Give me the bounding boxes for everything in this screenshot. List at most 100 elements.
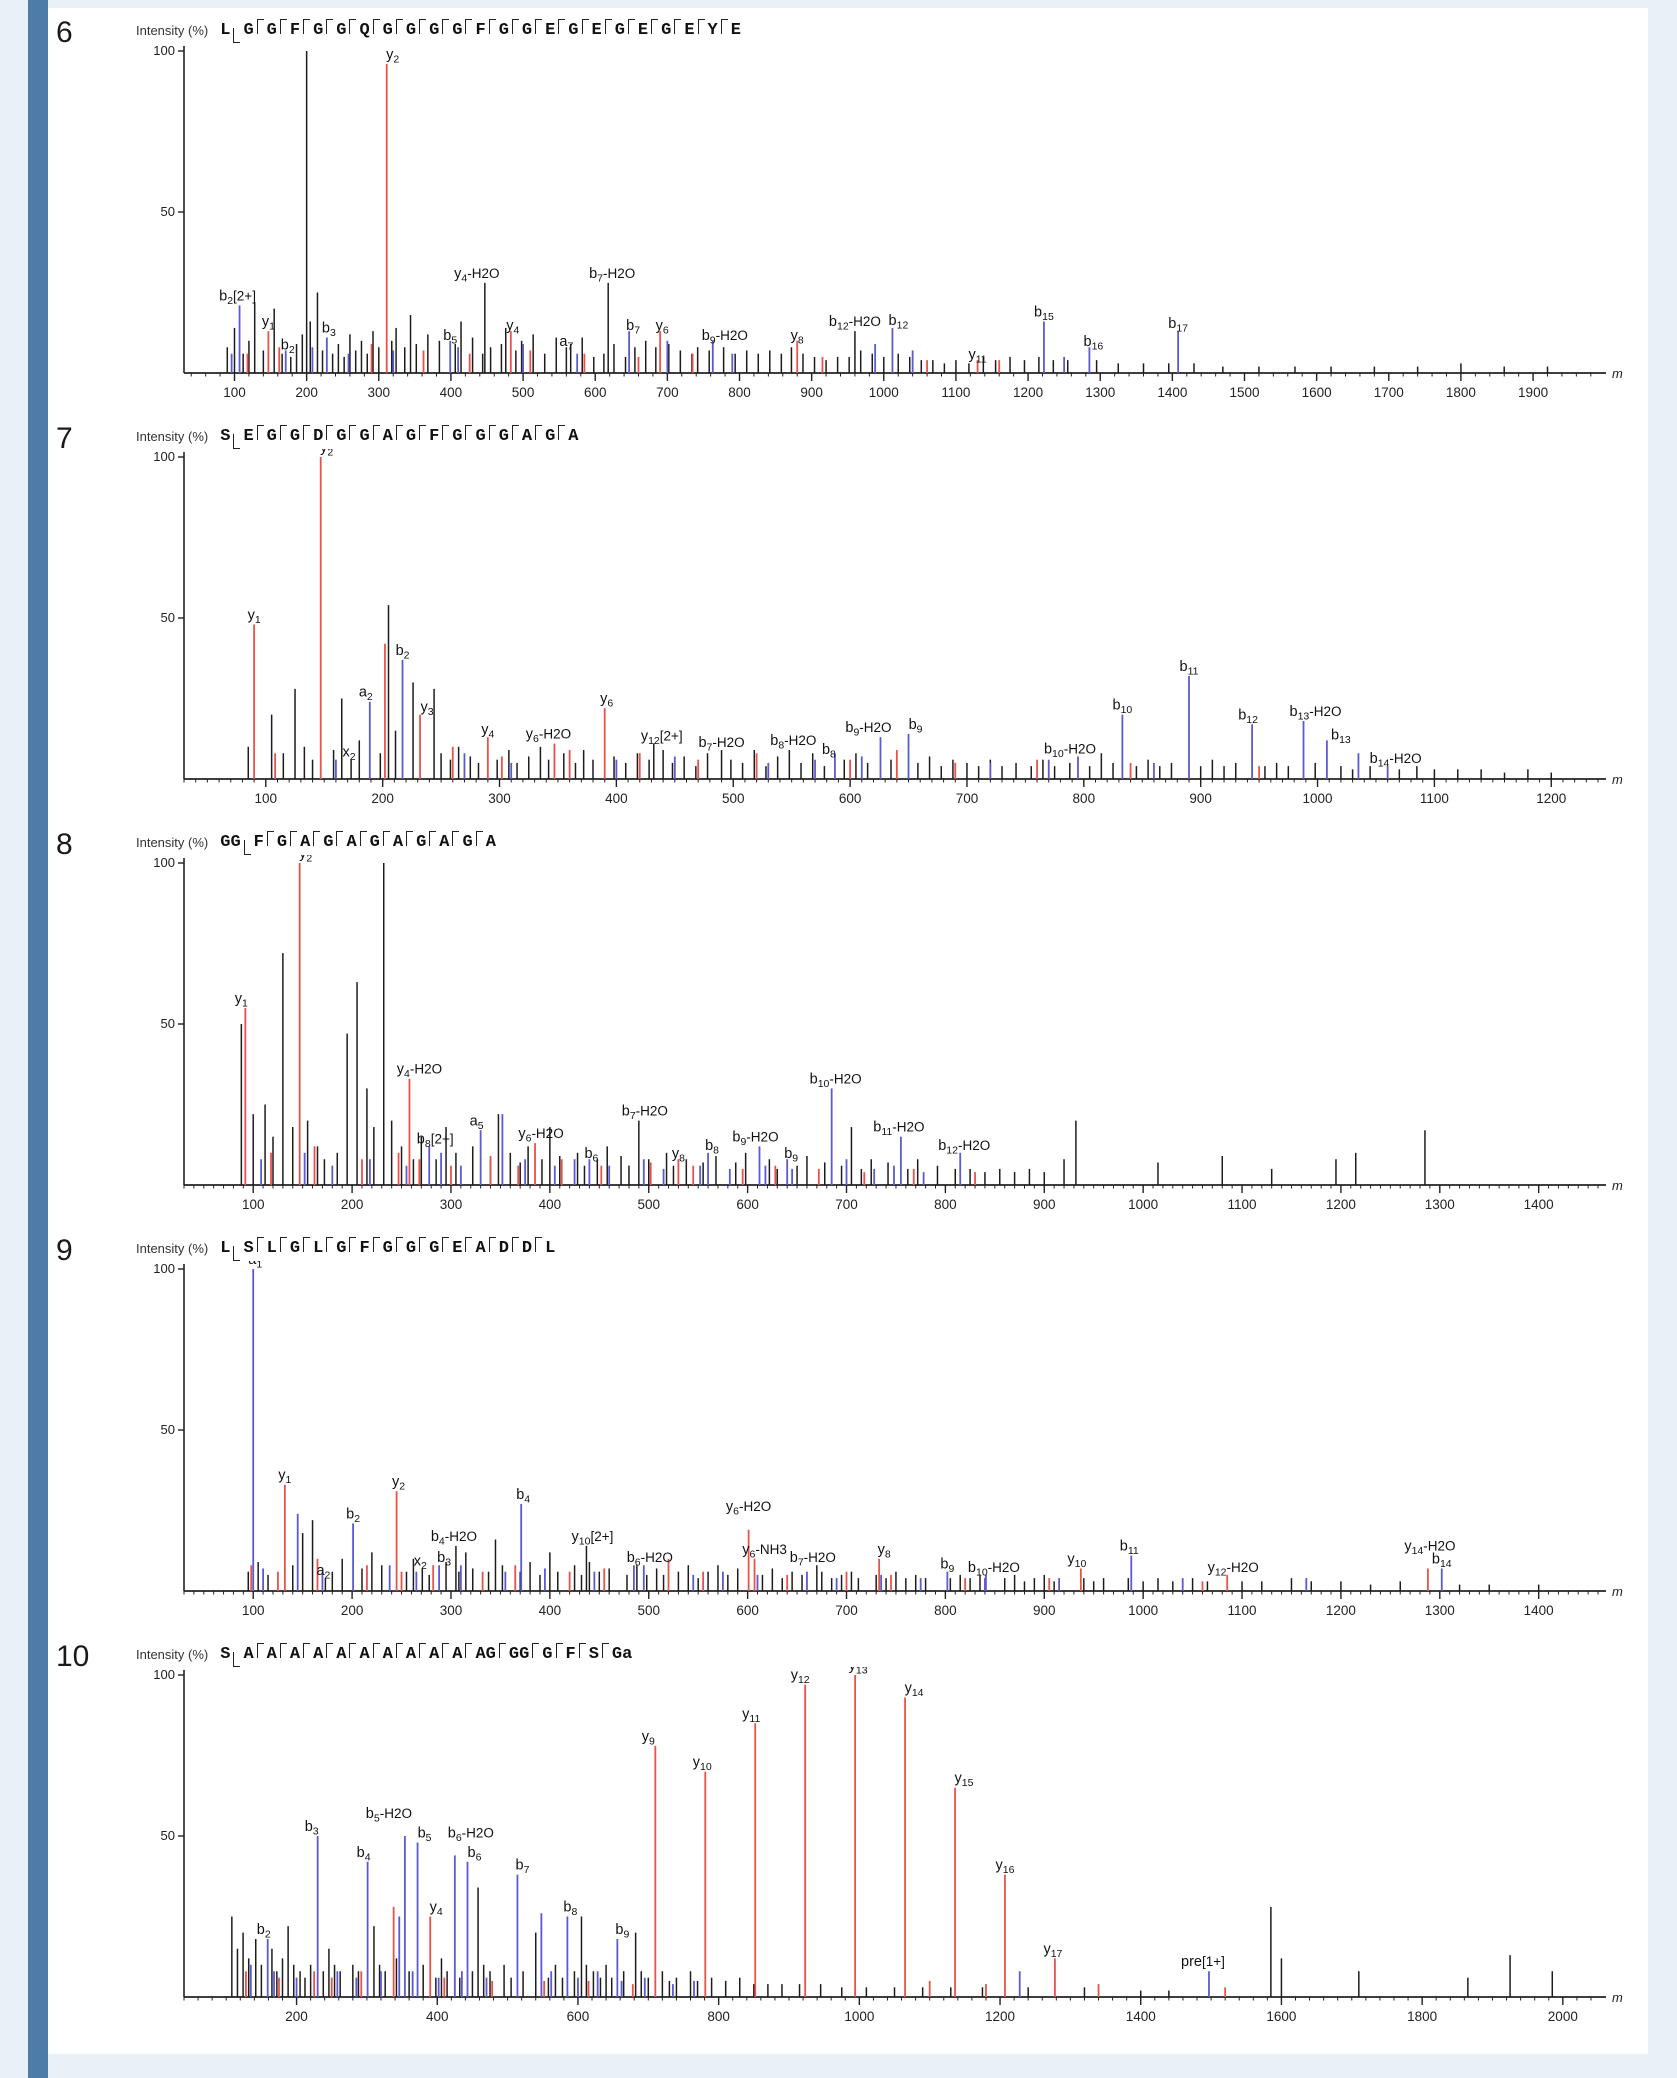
svg-text:1400: 1400 [1524,1197,1554,1212]
fragmentation-bracket-icon [395,19,403,34]
fragmentation-bracket-icon [233,1652,241,1667]
svg-text:y6-H2O: y6-H2O [518,1126,563,1145]
residue: G [382,1238,393,1258]
fragmentation-bracket-icon [442,19,450,34]
svg-text:50: 50 [161,1422,175,1437]
fragmentation-bracket-icon [372,19,380,34]
residue: G [336,426,347,446]
residue: A [313,1644,324,1664]
svg-text:1800: 1800 [1446,385,1476,400]
svg-text:600: 600 [567,2009,590,2024]
residue: G [405,426,417,446]
svg-text:b12-H2O: b12-H2O [829,314,881,333]
svg-text:b9: b9 [940,1557,954,1576]
fragmentation-bracket-icon [419,19,427,34]
svg-text:1000: 1000 [1303,791,1333,806]
fragmentation-bracket-icon [359,831,367,846]
residue: G [416,832,427,852]
svg-text:y14-H2O: y14-H2O [1404,1538,1455,1557]
fragmentation-bracket-icon [488,1237,496,1252]
residue: G [405,1238,417,1258]
svg-text:y4: y4 [430,1900,443,1919]
residue: A [392,832,404,852]
svg-text:m: m [1612,366,1623,381]
svg-text:b15: b15 [1034,304,1054,323]
fragmentation-bracket-icon [349,1643,357,1658]
svg-text:b7-H2O: b7-H2O [790,1550,836,1569]
residue: D [521,1238,533,1258]
svg-text:y1: y1 [235,991,248,1010]
residue: Ga [611,1644,633,1664]
svg-text:y6-H2O: y6-H2O [526,727,571,746]
fragmentation-bracket-icon [303,1643,311,1658]
svg-text:b2[2+]: b2[2+] [219,288,256,307]
fragmentation-bracket-icon [303,19,311,34]
fragmentation-bracket-icon [326,1237,334,1252]
svg-text:1100: 1100 [1228,1197,1257,1212]
residue: A [346,832,357,852]
intensity-axis-label: Intensity (%) [136,835,209,850]
svg-text:b12: b12 [1238,707,1258,726]
fragmentation-bracket-icon [604,19,612,34]
residue: G [359,426,370,446]
svg-text:b8: b8 [563,1900,577,1919]
fragmentation-bracket-icon [532,1643,540,1658]
svg-text:b9-H2O: b9-H2O [845,720,891,739]
fragmentation-bracket-icon [419,1237,427,1252]
fragmentation-bracket-icon [279,1643,287,1658]
svg-text:1600: 1600 [1302,385,1332,400]
svg-text:300: 300 [440,1197,463,1212]
svg-text:200: 200 [341,1603,364,1618]
residue: E [545,20,556,40]
residue: F [565,1644,576,1664]
svg-text:1100: 1100 [1420,791,1449,806]
svg-text:500: 500 [637,1603,660,1618]
residue: Q [359,20,370,40]
chart-header: Intensity (%) GG F G A G A G A G A G A [136,830,1641,855]
svg-text:200: 200 [371,791,394,806]
residue: F [253,832,264,852]
svg-text:y2: y2 [392,1474,405,1493]
fragmentation-bracket-icon [651,19,659,34]
svg-text:200: 200 [341,1197,364,1212]
fragmentation-bracket-icon [720,19,728,34]
svg-text:b9: b9 [615,1922,629,1941]
svg-text:800: 800 [1073,791,1096,806]
fragmentation-bracket-icon [372,1643,380,1658]
fragmentation-bracket-icon [349,1237,357,1252]
svg-text:a2: a2 [316,1563,330,1582]
residue: S [243,1238,254,1258]
svg-text:y1: y1 [262,314,275,333]
svg-text:y10[2+]: y10[2+] [572,1529,614,1548]
svg-text:b8[2+]: b8[2+] [417,1131,454,1150]
fragmentation-bracket-icon [349,19,357,34]
svg-text:b10-H2O: b10-H2O [1044,741,1096,760]
residue: A [300,832,311,852]
residue: A [359,1644,370,1664]
residue: L [266,1238,277,1258]
svg-text:y1: y1 [248,607,261,626]
fragmentation-bracket-icon [372,425,380,440]
svg-text:b13: b13 [1331,727,1351,746]
fragmentation-bracket-icon [581,19,589,34]
svg-text:y17: y17 [1043,1941,1062,1960]
fragmentation-bracket-icon [395,425,403,440]
residue: L [220,20,231,40]
svg-text:1200: 1200 [1536,791,1566,806]
svg-text:900: 900 [1033,1603,1056,1618]
fragmentation-bracket-icon [395,1643,403,1658]
residue: G [475,426,486,446]
fragmentation-bracket-icon [243,840,251,855]
svg-text:y14: y14 [905,1681,924,1700]
spectrum-plot: 100 50 100 200 300 400 500 600 700 800 900 1000 1100… [153,855,1623,1212]
fragmentation-bracket-icon [578,1643,586,1658]
svg-text:b2: b2 [257,1922,271,1941]
panel-number: 8 [56,828,73,861]
svg-text:b7: b7 [515,1858,529,1877]
residue: E [637,20,649,40]
fragmentation-bracket-icon [535,1237,543,1252]
fragmentation-bracket-icon [326,19,334,34]
residue: D [498,1238,509,1258]
svg-text:1300: 1300 [1425,1603,1455,1618]
